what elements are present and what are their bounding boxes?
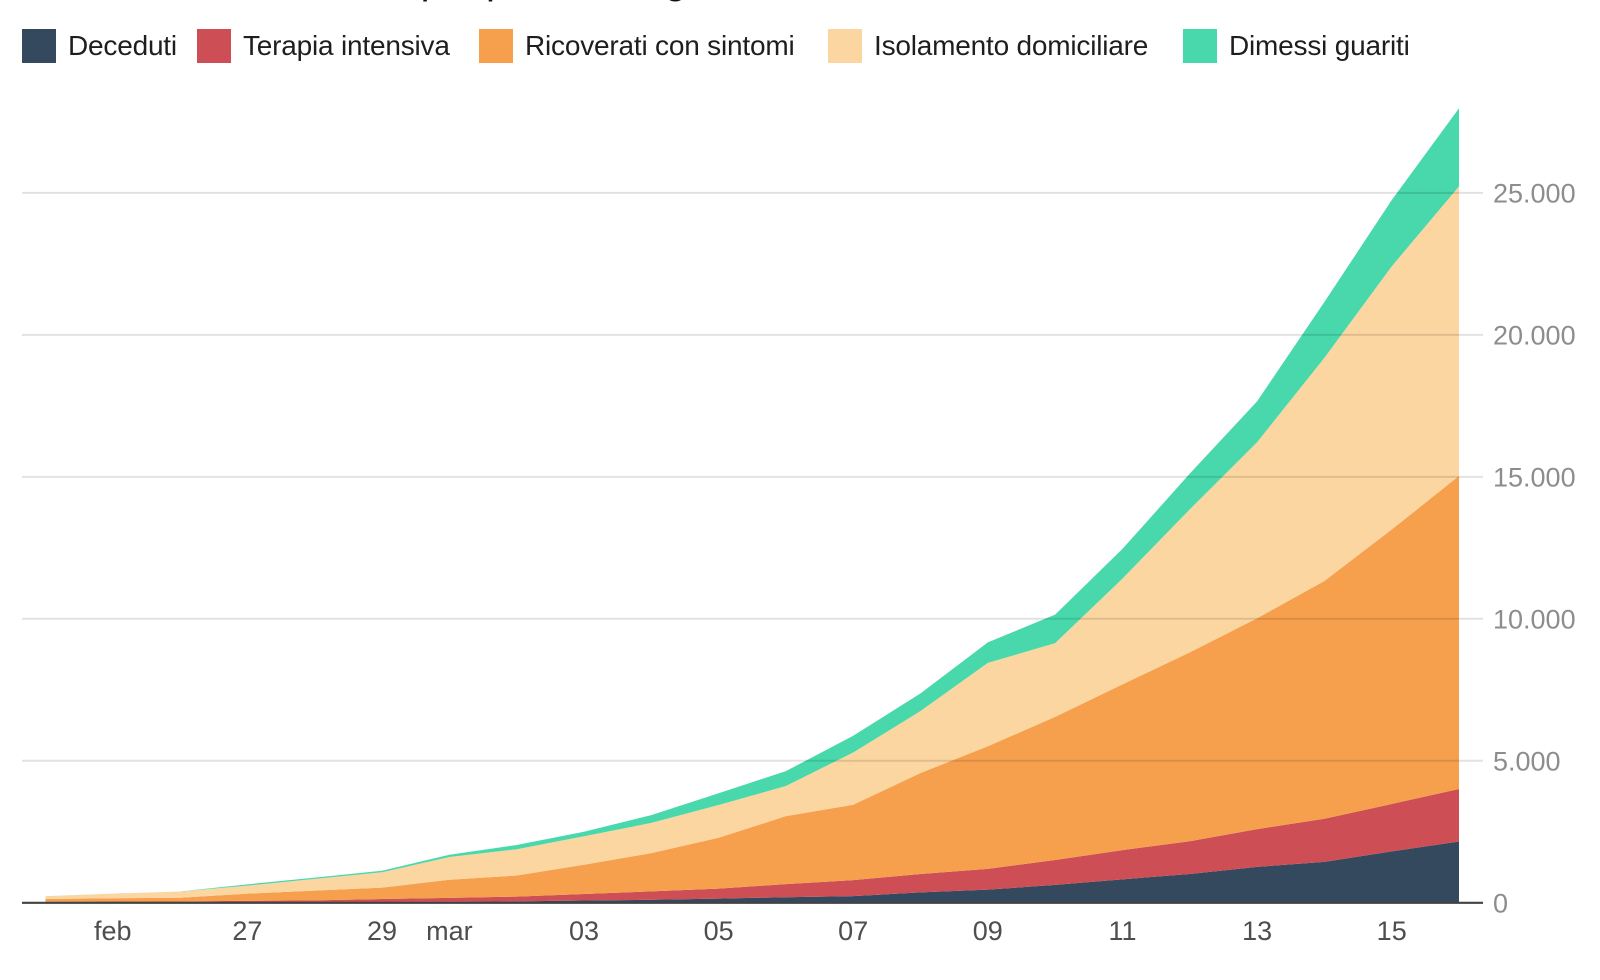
legend-label-ricoverati-con-sintomi: Ricoverati con sintomi <box>525 30 795 61</box>
area-band-4 <box>45 108 1459 897</box>
x-tick-label-11: 11 <box>1108 916 1136 946</box>
x-axis-labels: feb 27 29 mar 03 05 07 09 11 13 15 <box>94 916 1407 946</box>
x-tick-label-05: 05 <box>704 916 734 946</box>
legend-swatch-deceduti <box>22 29 56 63</box>
y-axis-labels: 0 5.000 10.000 15.000 20.000 25.000 <box>1493 178 1576 918</box>
y-tick-label-0: 0 <box>1493 888 1508 918</box>
x-tick-label-feb: feb <box>94 916 132 946</box>
legend-label-deceduti: Deceduti <box>68 30 177 61</box>
x-tick-label-29: 29 <box>367 916 397 946</box>
legend-item-terapia-intensiva[interactable]: Terapia intensiva <box>197 29 450 63</box>
legend-label-isolamento-domiciliare: Isolamento domiciliare <box>874 30 1149 61</box>
x-tick-label-27: 27 <box>232 916 262 946</box>
legend-swatch-ricoverati-con-sintomi <box>479 29 513 63</box>
legend-item-deceduti[interactable]: Deceduti <box>22 29 177 63</box>
y-tick-label-25000: 25.000 <box>1493 178 1576 208</box>
y-tick-label-20000: 20.000 <box>1493 320 1576 350</box>
legend-label-dimessi-guariti: Dimessi guariti <box>1229 30 1410 61</box>
x-tick-label-13: 13 <box>1242 916 1272 946</box>
legend-swatch-terapia-intensiva <box>197 29 231 63</box>
gridlines <box>22 191 1483 762</box>
area-band-0 <box>45 841 1459 903</box>
y-tick-label-5000: 5.000 <box>1493 746 1561 776</box>
legend-swatch-isolamento-domiciliare <box>828 29 862 63</box>
area-bands <box>45 108 1459 903</box>
legend-item-dimessi-guariti[interactable]: Dimessi guariti <box>1183 29 1410 63</box>
legend-item-ricoverati-con-sintomi[interactable]: Ricoverati con sintomi <box>479 29 795 63</box>
legend-swatch-dimessi-guariti <box>1183 29 1217 63</box>
chart-title: Evoluzione nel tempo: pazienti e guariti <box>89 0 771 3</box>
area-band-1 <box>45 788 1459 903</box>
y-tick-label-10000: 10.000 <box>1493 604 1576 634</box>
y-tick-label-15000: 15.000 <box>1493 462 1576 492</box>
legend-item-isolamento-domiciliare[interactable]: Isolamento domiciliare <box>828 29 1148 63</box>
area-band-3 <box>45 186 1459 899</box>
area-band-2 <box>45 475 1459 902</box>
x-tick-label-15: 15 <box>1377 916 1407 946</box>
legend-label-terapia-intensiva: Terapia intensiva <box>243 30 450 61</box>
x-tick-label-03: 03 <box>569 916 599 946</box>
x-tick-label-09: 09 <box>973 916 1003 946</box>
legend: Deceduti Terapia intensiva Ricoverati co… <box>0 0 1600 80</box>
x-tick-label-07: 07 <box>838 916 868 946</box>
x-tick-label-mar: mar <box>426 916 473 946</box>
